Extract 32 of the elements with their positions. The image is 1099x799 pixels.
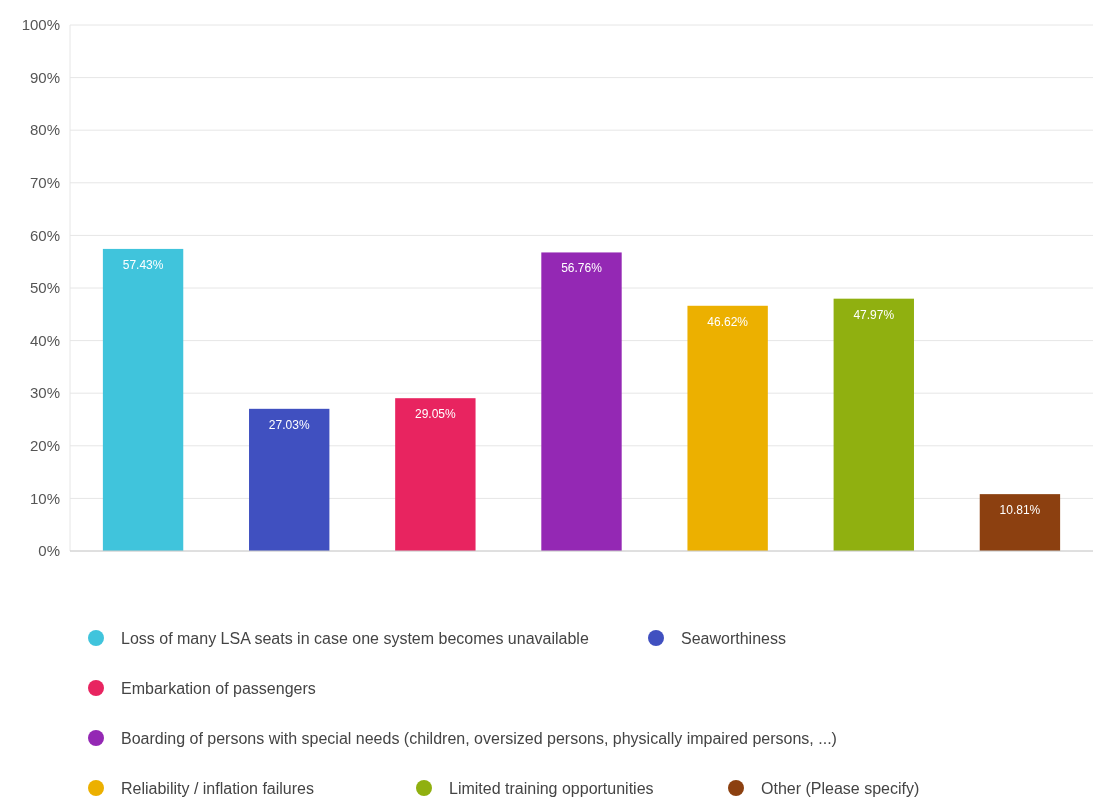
legend-label: Boarding of persons with special needs (children, oversized persons, physically impaired persons, ...) <box>121 729 837 747</box>
y-tick-label: 60% <box>29 226 60 244</box>
legend-label: Limited training opportunities <box>449 779 654 797</box>
legend-label: Reliability / inflation failures <box>121 779 314 797</box>
y-tick-label: 10% <box>29 489 60 507</box>
y-tick-label: 40% <box>29 331 60 349</box>
y-tick-label: 50% <box>29 279 60 297</box>
legend-label: Seaworthiness <box>681 629 786 647</box>
bar <box>979 494 1061 551</box>
bar <box>395 398 476 551</box>
y-tick-label: 30% <box>29 384 60 402</box>
y-tick-label: 90% <box>29 68 60 86</box>
data-label: 47.97% <box>853 307 895 322</box>
legend-label: Loss of many LSA seats in case one system becomes unavailable <box>121 629 589 647</box>
y-tick-label: 100% <box>21 16 60 34</box>
bar <box>249 408 330 551</box>
y-tick-label: 0% <box>38 542 60 560</box>
bar <box>687 305 768 551</box>
legend-label: Embarkation of passengers <box>121 679 316 697</box>
legend-label: Other (Please specify) <box>761 779 920 797</box>
bar <box>833 298 914 551</box>
data-label: 56.76% <box>561 261 603 276</box>
y-tick-label: 70% <box>29 174 60 192</box>
bar <box>102 248 184 551</box>
data-label: 46.62% <box>707 314 749 329</box>
bar <box>541 252 622 551</box>
data-label: 10.81% <box>999 503 1041 518</box>
y-tick-label: 80% <box>29 121 60 139</box>
data-label: 27.03% <box>268 417 310 432</box>
data-label: 29.05% <box>415 407 457 422</box>
data-label: 57.43% <box>122 257 164 272</box>
y-tick-label: 20% <box>29 437 60 455</box>
